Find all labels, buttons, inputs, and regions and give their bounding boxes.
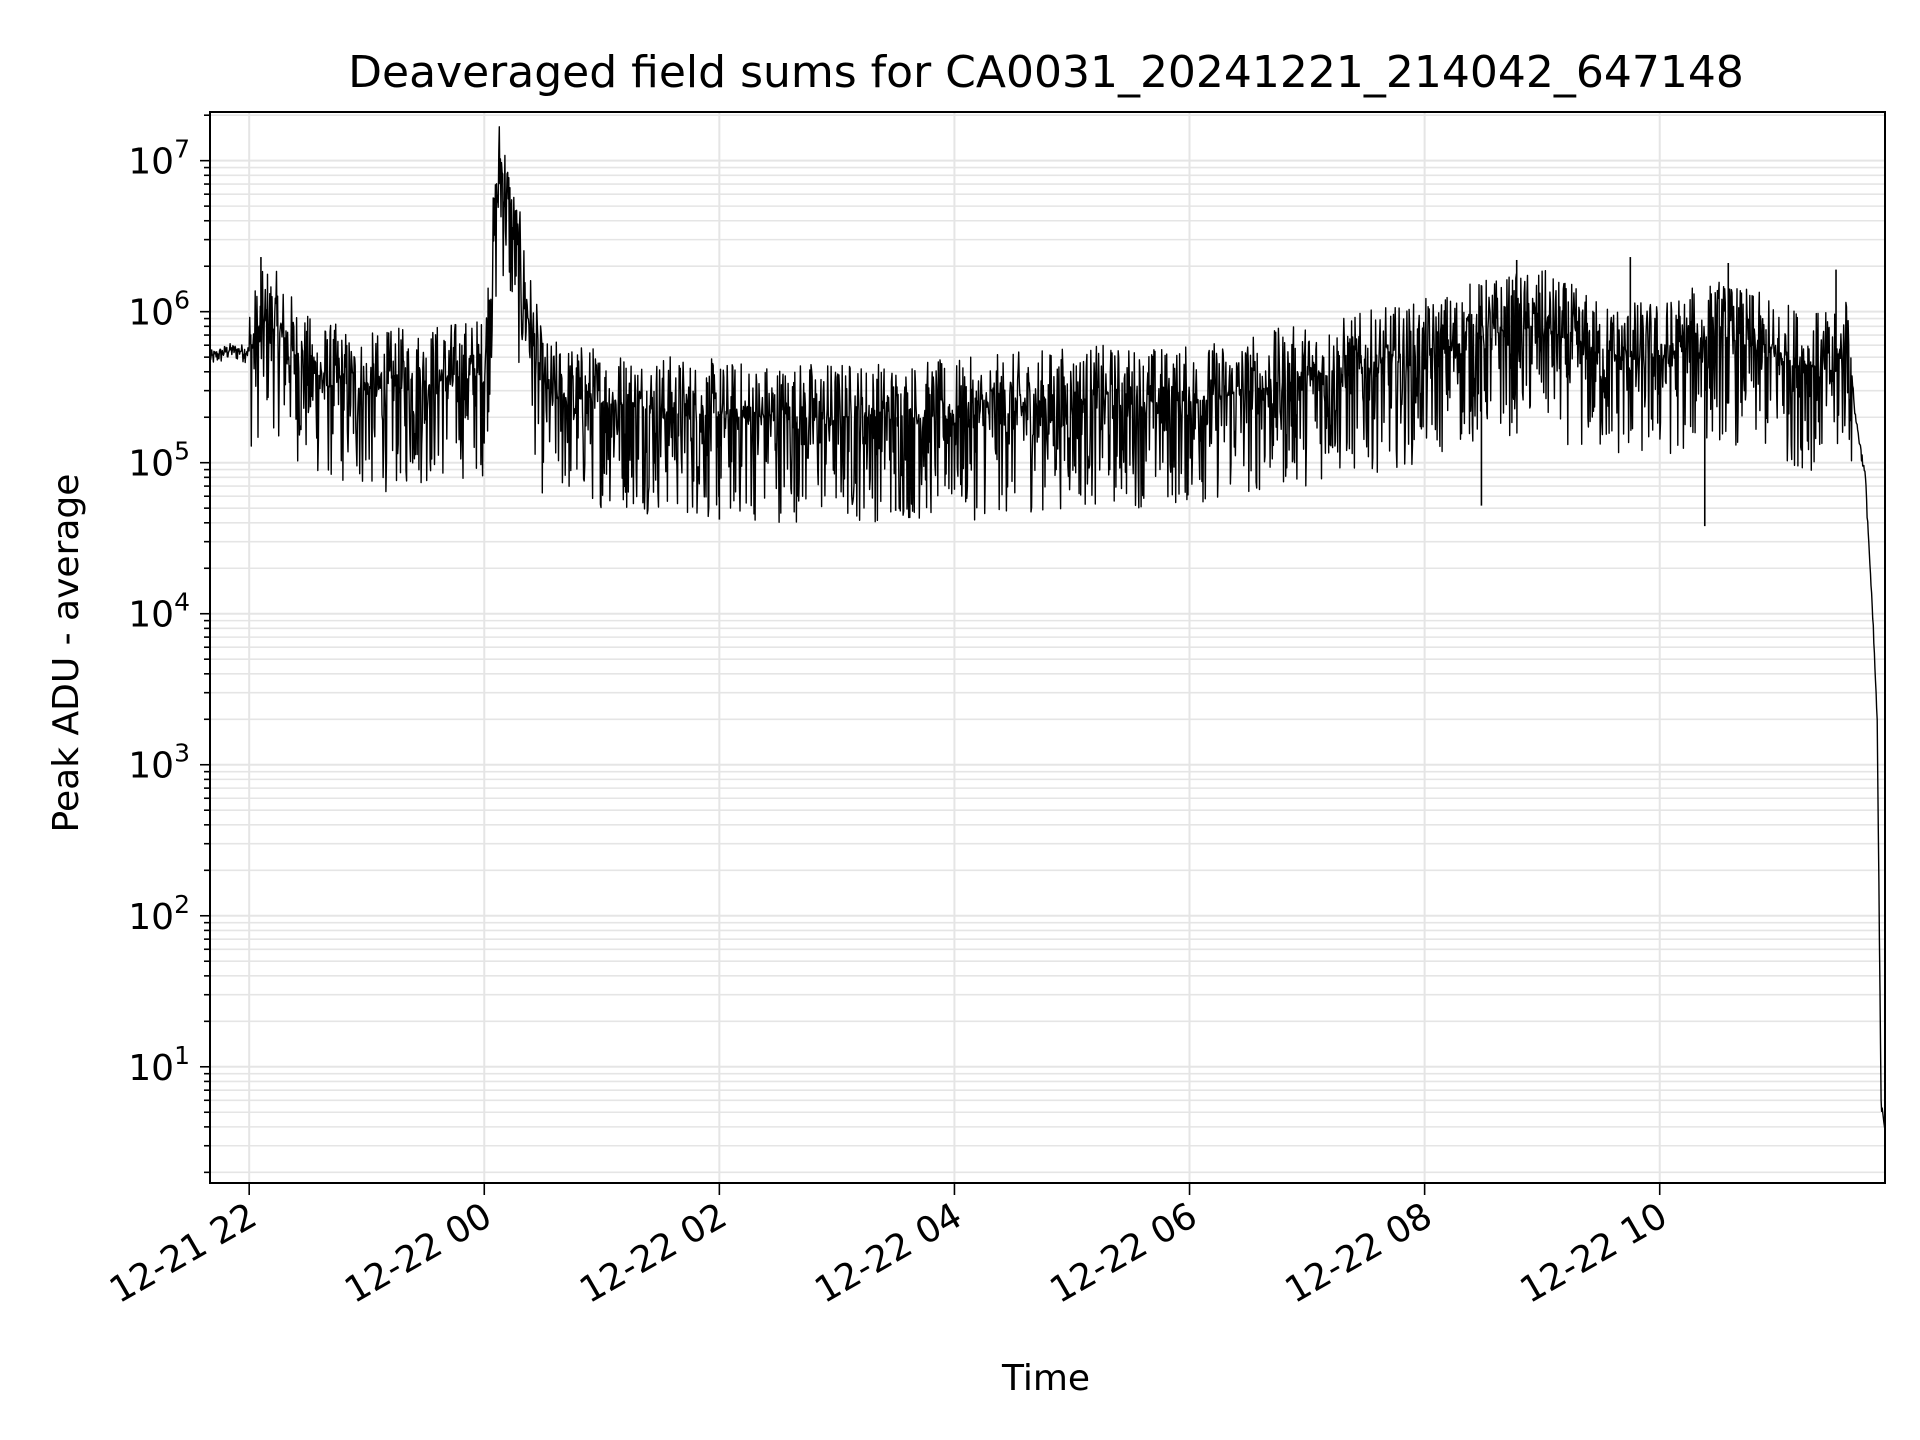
chart-title: Deaveraged field sums for CA0031_2024122… bbox=[348, 47, 1744, 98]
x-tick-label: 12-22 10 bbox=[1514, 1195, 1675, 1311]
data-series bbox=[209, 126, 1886, 1131]
x-axis-ticks: 12-21 22 12-22 00 12-22 02 12-22 04 12-22 06… bbox=[103, 1183, 1674, 1312]
y-tick-label: 101 bbox=[128, 1041, 190, 1089]
x-tick-label: 12-22 00 bbox=[338, 1195, 499, 1311]
y-tick-label: 105 bbox=[128, 437, 190, 485]
series-line bbox=[209, 126, 1886, 1131]
x-axis-label: Time bbox=[1001, 1358, 1090, 1399]
x-tick-label: 12-21 22 bbox=[103, 1195, 264, 1311]
y-tick-label: 103 bbox=[128, 739, 190, 787]
y-tick-label: 106 bbox=[128, 286, 190, 334]
y-tick-label: 104 bbox=[128, 588, 190, 636]
y-axis-label: Peak ADU - average bbox=[46, 474, 87, 833]
grid-lines bbox=[210, 112, 1885, 1183]
y-tick-label: 102 bbox=[128, 890, 190, 938]
x-tick-label: 12-22 02 bbox=[573, 1195, 734, 1311]
x-tick-label: 12-22 08 bbox=[1278, 1195, 1439, 1311]
y-tick-label: 107 bbox=[128, 135, 190, 183]
y-axis-ticks: 101 102 103 104 105 106 107 bbox=[128, 114, 210, 1174]
x-tick-label: 12-22 04 bbox=[808, 1195, 969, 1311]
x-tick-label: 12-22 06 bbox=[1043, 1195, 1204, 1311]
